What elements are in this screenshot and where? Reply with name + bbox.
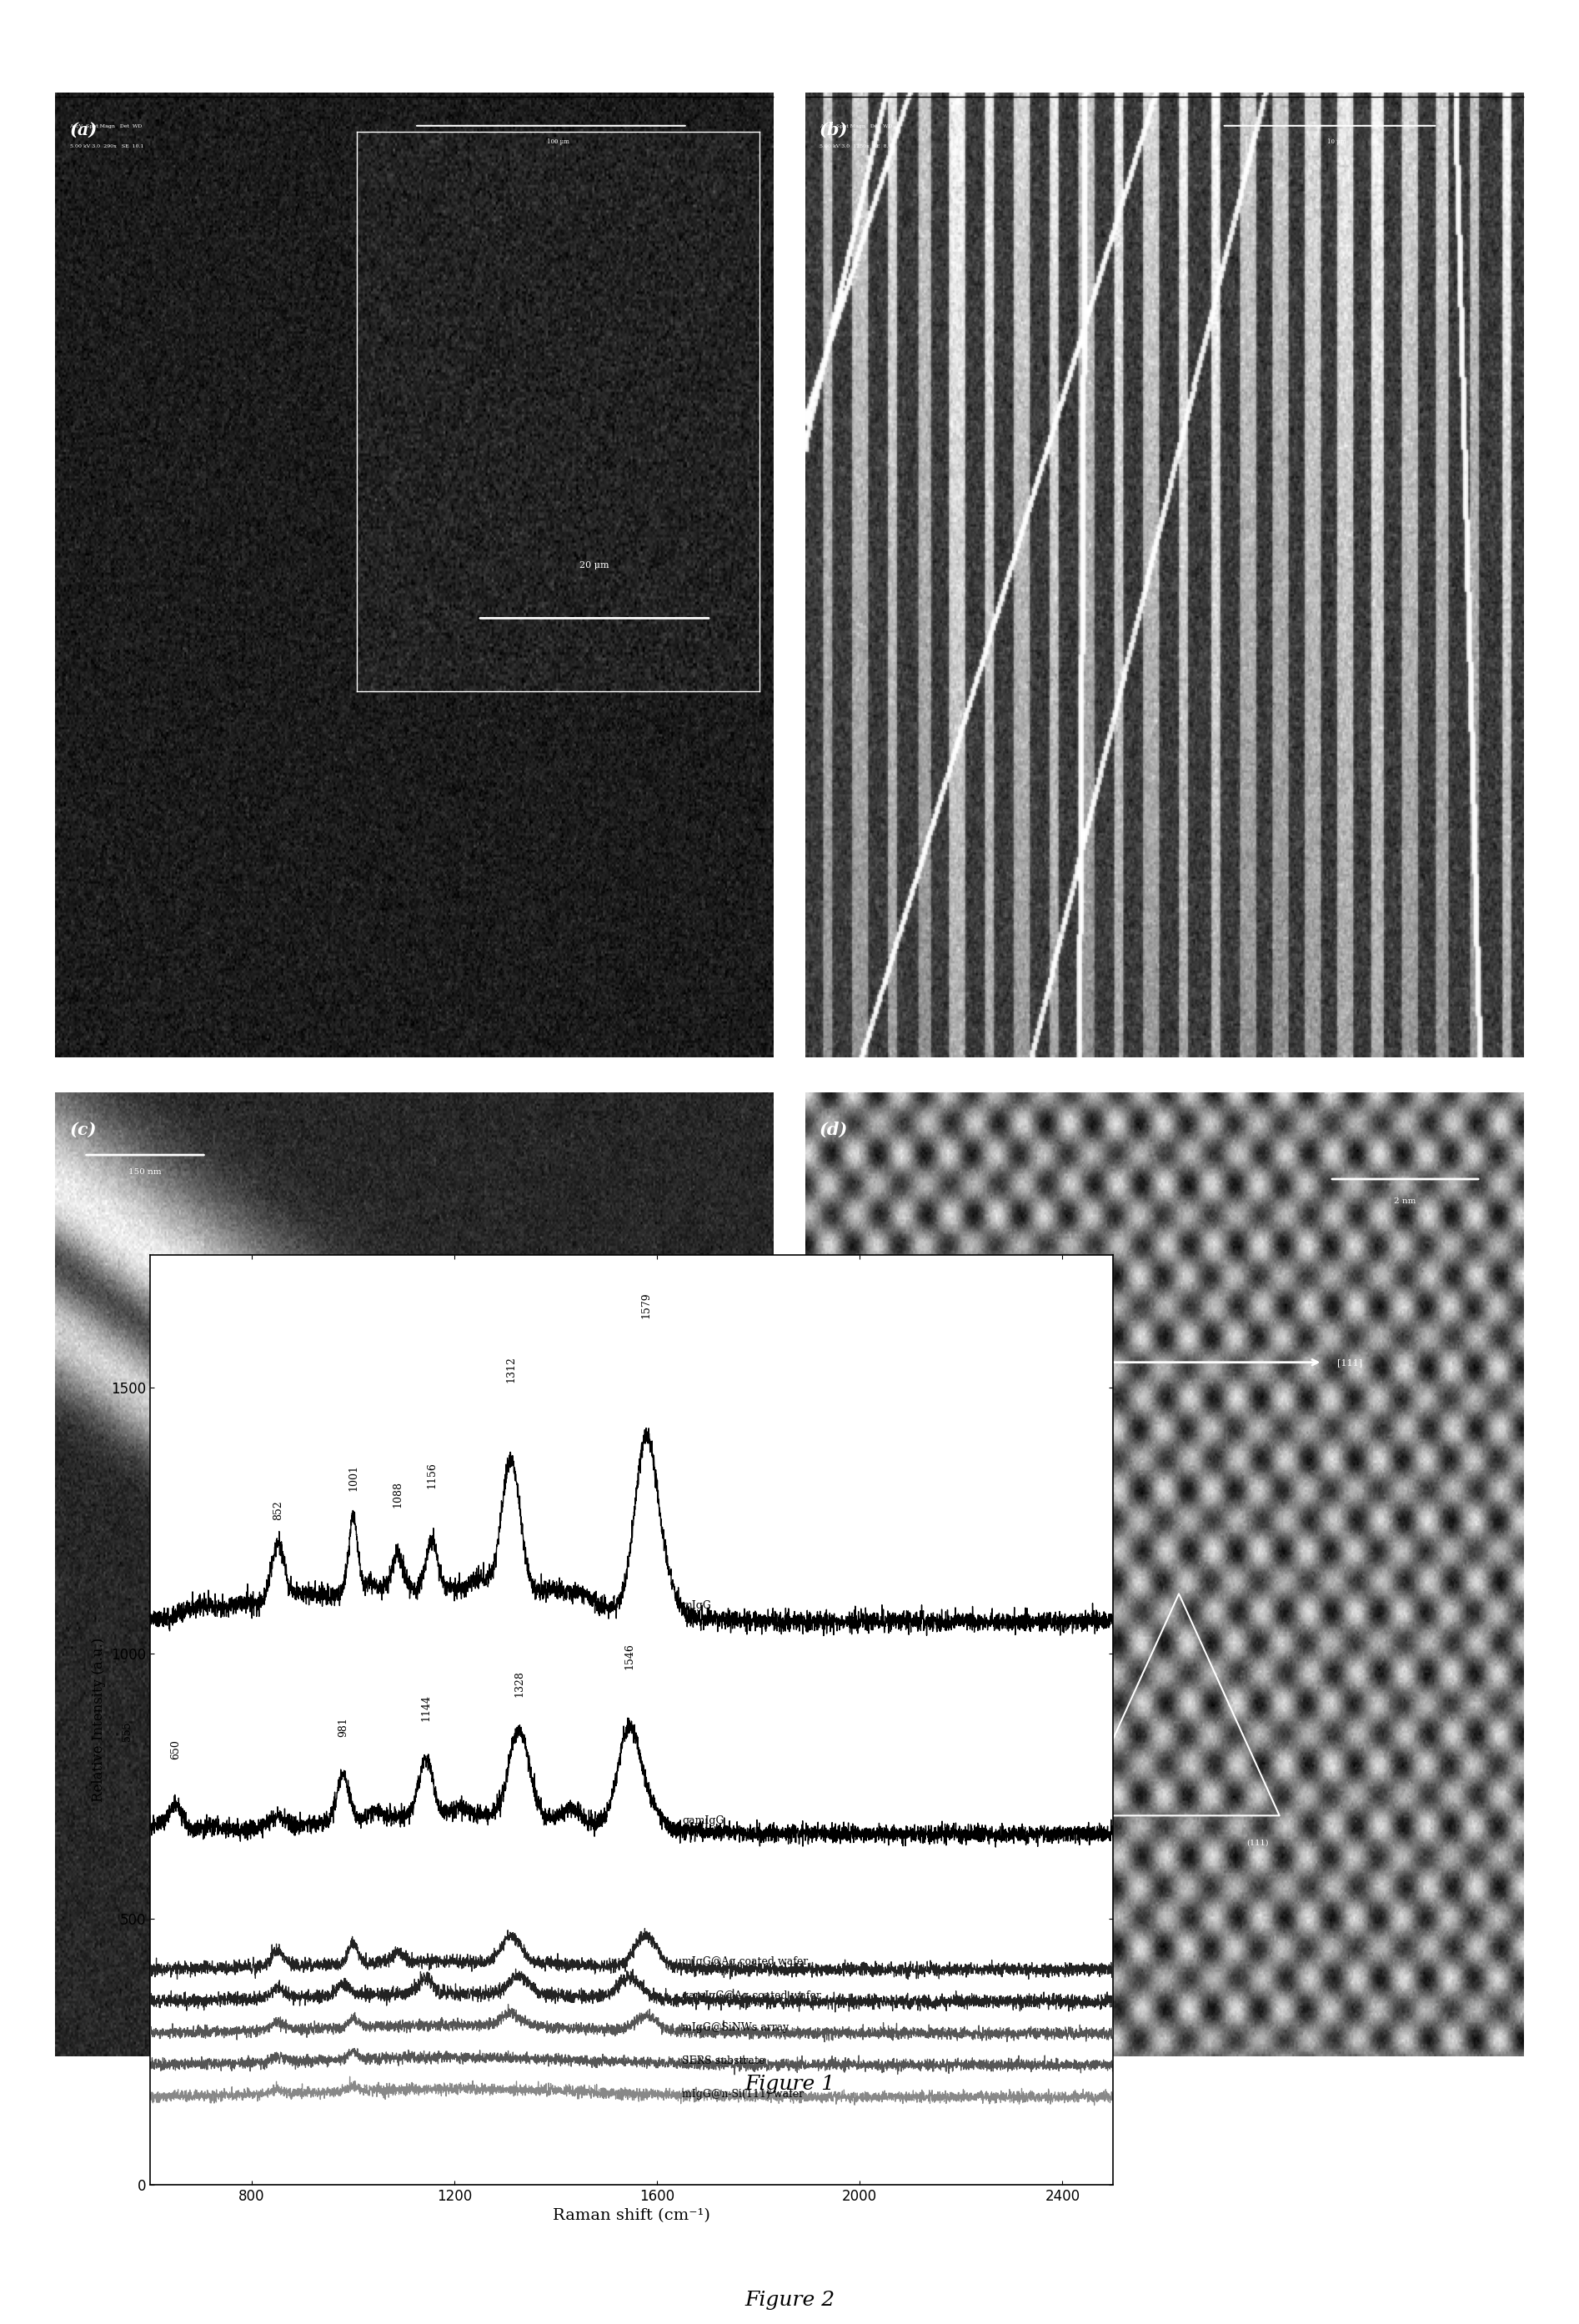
Y-axis label: Relative Intensity (a.u.): Relative Intensity (a.u.)	[92, 1638, 106, 1801]
Text: gamIgG: gamIgG	[682, 1815, 725, 1827]
Text: [111]: [111]	[1337, 1357, 1363, 1367]
Text: (111): (111)	[1247, 1838, 1270, 1845]
Text: (a): (a)	[69, 121, 98, 139]
Text: 2 nm: 2 nm	[1394, 1197, 1416, 1204]
Text: mIgG@Ag coated wafer: mIgG@Ag coated wafer	[682, 1957, 808, 1966]
Text: 852: 852	[272, 1501, 283, 1520]
Text: 1579: 1579	[641, 1292, 652, 1318]
Text: (111): (111)	[1017, 1838, 1039, 1845]
Text: 650: 650	[171, 1741, 180, 1759]
Text: gamIgG@Ag coated wafer: gamIgG@Ag coated wafer	[682, 1992, 821, 2001]
Text: (d): (d)	[820, 1120, 848, 1139]
Text: (c): (c)	[69, 1120, 96, 1139]
Text: AccV  Spot Magn   Det  WD: AccV Spot Magn Det WD	[69, 125, 142, 128]
Text: 5.00 kV 3.0  290x   SE  10.1: 5.00 kV 3.0 290x SE 10.1	[69, 144, 144, 149]
Text: 100 μm: 100 μm	[546, 137, 570, 144]
Text: SERS substrate: SERS substrate	[682, 2057, 766, 2066]
Text: 150 nm: 150 nm	[128, 1169, 161, 1176]
Text: AccV  Spot Magn   Det  WD: AccV Spot Magn Det WD	[820, 125, 892, 128]
Text: Figure 2: Figure 2	[744, 2291, 835, 2310]
Text: Figure 1: Figure 1	[744, 2075, 835, 2094]
Text: 1546: 1546	[624, 1643, 635, 1669]
Text: 1156: 1156	[426, 1462, 437, 1490]
Text: 555: 555	[122, 1722, 133, 1741]
Text: 1328: 1328	[513, 1671, 524, 1697]
Text: 981: 981	[338, 1717, 349, 1738]
Text: mIgG@SiNWs array: mIgG@SiNWs array	[682, 2022, 790, 2034]
Text: 1144: 1144	[420, 1694, 431, 1722]
Text: 10 μm: 10 μm	[1328, 137, 1347, 144]
Text: 1001: 1001	[347, 1464, 358, 1492]
Text: mIgG: mIgG	[682, 1601, 712, 1611]
Text: mIgG@n-Si(111) wafer: mIgG@n-Si(111) wafer	[682, 2089, 804, 2099]
Text: 5.00 kV 3.0  1250x  SE  8.4: 5.00 kV 3.0 1250x SE 8.4	[820, 144, 892, 149]
Text: 1088: 1088	[392, 1480, 403, 1508]
Text: (b): (b)	[820, 121, 848, 139]
Text: 1312: 1312	[505, 1355, 516, 1383]
X-axis label: Raman shift (cm⁻¹): Raman shift (cm⁻¹)	[553, 2208, 711, 2224]
